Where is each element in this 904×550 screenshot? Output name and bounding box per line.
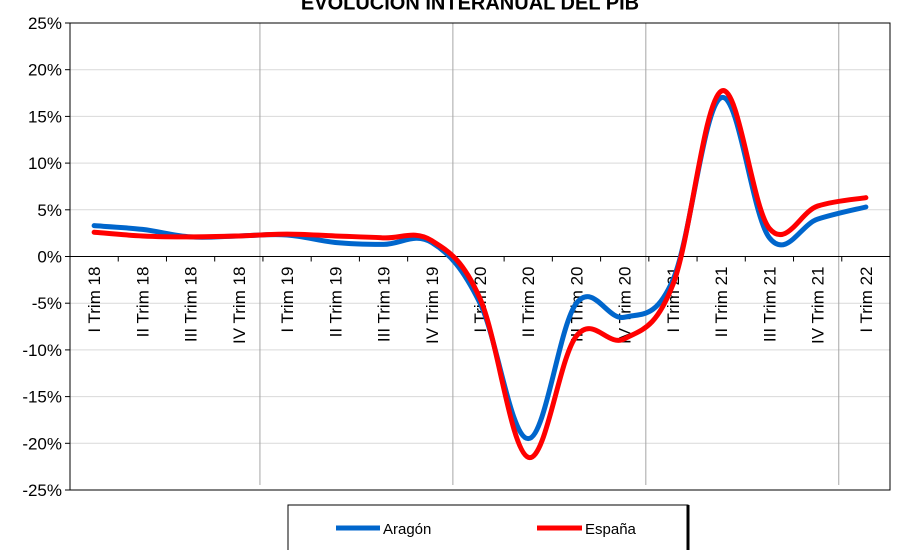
x-tick-label: I Trim 19 (278, 267, 297, 333)
y-tick-label: 15% (28, 107, 62, 126)
legend-label-aragon: Aragón (383, 521, 431, 538)
x-tick-label: II Trim 20 (519, 267, 538, 338)
x-tick-label: IV Trim 18 (230, 267, 249, 344)
y-tick-label: 0% (37, 248, 62, 267)
year-separators (259, 23, 840, 485)
y-tick-label: 10% (28, 154, 62, 173)
grid (70, 69, 890, 444)
chart-title: EVOLUCIÓN INTERANUAL DEL PIB (301, 0, 639, 14)
series (91, 88, 869, 460)
y-tick-label: 25% (28, 14, 62, 33)
x-tick-label: IV Trim 20 (616, 267, 635, 344)
x-tick-label: III Trim 21 (760, 267, 779, 343)
y-tick-label: 5% (37, 201, 62, 220)
x-tick-label: III Trim 18 (182, 267, 201, 343)
x-tick-label: I Trim 18 (85, 267, 104, 333)
y-tick-label: -25% (22, 481, 62, 500)
y-axis: -25% -20% -15% -10% -5% 0% 5% 10% 15% 20% 25% (22, 14, 70, 500)
y-tick-label: -20% (22, 434, 62, 453)
x-tick-label: II Trim 21 (712, 267, 731, 338)
y-tick-label: -5% (32, 294, 62, 313)
series-line-espana (91, 88, 869, 460)
x-tick-label: II Trim 19 (326, 267, 345, 338)
y-tick-label: -10% (22, 341, 62, 360)
legend: Aragón España (287, 504, 690, 550)
x-tick-label: III Trim 19 (375, 267, 394, 343)
x-tick-label: I Trim 22 (857, 267, 876, 333)
legend-label-espana: España (585, 521, 637, 538)
y-tick-label: 20% (28, 61, 62, 80)
y-tick-label: -15% (22, 388, 62, 407)
x-tick-label: II Trim 18 (133, 267, 152, 338)
x-tick-label: IV Trim 19 (423, 267, 442, 344)
x-tick-label: IV Trim 21 (809, 267, 828, 344)
x-tick-label: I Trim 21 (664, 267, 683, 333)
